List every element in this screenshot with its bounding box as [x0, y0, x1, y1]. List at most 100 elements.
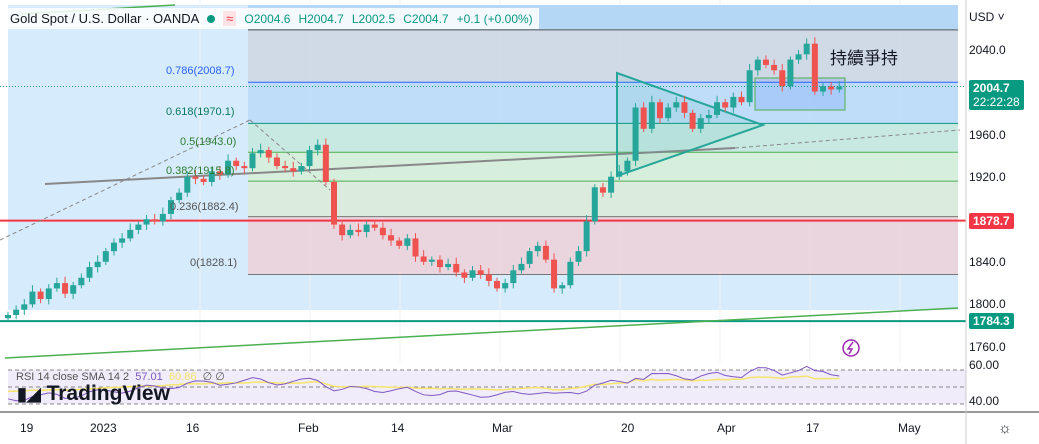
candle [420, 256, 427, 262]
time-tick: May [898, 421, 921, 435]
candle [648, 102, 655, 129]
chart-legend: Gold Spot / U.S. Dollar · OANDA ≈ O2004.… [4, 8, 539, 29]
rsi-line [7, 365, 840, 402]
candle [290, 168, 297, 172]
candle [836, 86, 843, 90]
trendline-dashed [249, 119, 331, 191]
candle [110, 242, 117, 252]
candle [396, 240, 403, 246]
candle [265, 150, 272, 158]
candle [102, 251, 109, 262]
rsi-tick: 40.00 [969, 394, 1000, 408]
candle [518, 263, 525, 271]
candle [469, 270, 476, 278]
rsi-value: 57.01 [135, 371, 163, 383]
candle [591, 187, 598, 222]
last-price-tag: 2004.7 22:22:28 [969, 80, 1024, 110]
rsi-sma-value: 60.86 [168, 371, 197, 383]
fib-label: 0.236(1882.4) [170, 201, 239, 213]
candle [494, 280, 500, 289]
candle [624, 160, 631, 172]
candle [803, 43, 810, 55]
time-tick: 16 [186, 421, 200, 435]
time-tick: Feb [298, 421, 319, 435]
chart-annotation[interactable]: 持續爭持 [830, 49, 898, 68]
candle [502, 283, 509, 289]
green-level-tag: 1784.3 [969, 313, 1014, 329]
candle [551, 259, 558, 289]
candle [722, 102, 729, 108]
candle [665, 107, 672, 119]
candle [657, 102, 663, 119]
rsi-tick: 60.00 [969, 358, 1000, 372]
ohlc-close: C2004.7 [403, 11, 449, 26]
candle [13, 309, 20, 315]
candle [542, 245, 549, 260]
candle [828, 86, 835, 90]
ohlc-low: L2002.5 [351, 11, 396, 26]
lightning-icon [842, 339, 860, 357]
rsi-title: RSI 14 close SMA 14 2 [16, 371, 130, 383]
symbol-title[interactable]: Gold Spot / U.S. Dollar · OANDA [10, 11, 200, 26]
price-tick: 1960.0 [969, 128, 1006, 142]
candle [730, 96, 737, 108]
candle [184, 176, 191, 193]
fib-band [248, 29, 958, 83]
candle [159, 213, 166, 222]
candle [119, 238, 126, 243]
rsi-sma-line [7, 375, 840, 393]
candle [86, 267, 93, 278]
candle [347, 229, 354, 236]
tradingview-logo[interactable]: ▮◢ TradingView [17, 382, 170, 405]
candle [45, 288, 52, 300]
candle [485, 274, 492, 281]
time-tick: Mar [492, 421, 513, 435]
candle [526, 251, 533, 264]
rsi-label: RSI 14 close SMA 14 2 57.01 60.86 ∅ ∅ [16, 370, 225, 383]
candle [257, 150, 264, 154]
candle [298, 166, 305, 172]
candle [208, 171, 215, 182]
fib-label: 0.5(1943.0) [180, 136, 237, 148]
candle [608, 176, 615, 193]
time-tick: 14 [391, 421, 405, 435]
currency-label: USD [969, 10, 995, 24]
settings-gear-icon[interactable]: ☼ [998, 420, 1012, 437]
rsi-extra: ∅ ∅ [202, 371, 225, 383]
candle [379, 227, 386, 236]
candle [306, 150, 313, 167]
candle [811, 43, 818, 92]
candle [127, 229, 134, 239]
fib-band [248, 82, 958, 124]
candle [559, 285, 566, 289]
candle [738, 96, 745, 103]
candle [192, 176, 199, 179]
candle [436, 259, 443, 268]
candle [388, 235, 395, 241]
ohlc-high: H2004.7 [298, 11, 344, 26]
candle [681, 102, 688, 113]
candle [779, 70, 786, 87]
candle [151, 219, 158, 222]
candle [461, 272, 468, 278]
candle [363, 224, 370, 233]
ohlc-open: O2004.6 [244, 11, 291, 26]
candle [616, 171, 623, 177]
price-tick: 1840.0 [969, 255, 1006, 269]
candle [339, 224, 346, 236]
candle [355, 229, 362, 233]
candle [705, 114, 712, 119]
lightning-icon [846, 341, 854, 355]
candle [233, 160, 240, 167]
candle [200, 178, 207, 182]
fib-label: 0(1828.1) [190, 257, 238, 269]
fib-band [248, 152, 958, 182]
candle [331, 182, 337, 225]
fib-label: 0.618(1970.1) [166, 106, 235, 118]
price-tick: 1800.0 [969, 297, 1006, 311]
candle [241, 166, 248, 169]
candle [21, 304, 28, 310]
currency-selector[interactable]: USD ˅ [969, 10, 1005, 24]
price-tick: 1920.0 [969, 170, 1006, 184]
